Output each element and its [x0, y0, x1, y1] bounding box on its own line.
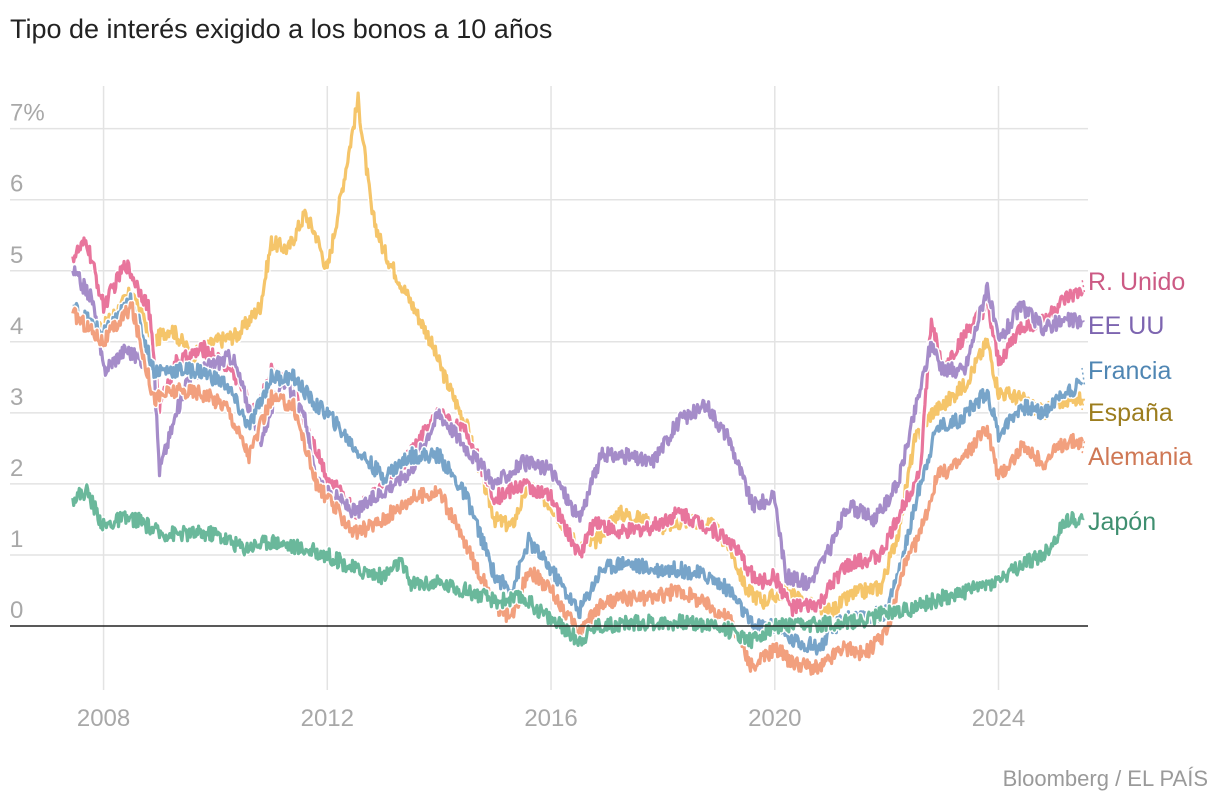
y-axis-ticks: 7% 6 5 4 3 2 1 0: [10, 100, 45, 624]
x-tick-label: 2008: [77, 705, 130, 732]
legend-label-Japón: Japón: [1088, 508, 1156, 536]
source-credit: Bloomberg / EL PAÍS: [1002, 766, 1208, 791]
series-line-EE UU: [71, 265, 1084, 592]
x-tick-label: 2012: [301, 705, 354, 732]
legend-label-R. Unido: R. Unido: [1088, 268, 1185, 296]
legend-connector-R. Unido: [1081, 278, 1086, 293]
y-tick-label: 4: [10, 313, 23, 340]
y-tick-label: 2: [10, 455, 23, 482]
y-tick-label: 6: [10, 171, 23, 198]
y-tick-label: 5: [10, 242, 23, 269]
legend-label-Alemania: Alemania: [1088, 443, 1192, 471]
legend-connector-España: [1081, 398, 1086, 411]
series-lines: [10, 90, 1088, 678]
legend-connector-Alemania: [1081, 441, 1086, 455]
legend: España R. Unido EE UU Francia Alemania Japón: [1081, 268, 1192, 536]
x-tick-label: 2020: [748, 705, 801, 732]
series-line-R. Unido: [71, 236, 1084, 618]
chart-title: Tipo de interés exigido a los bonos a 10…: [10, 14, 553, 44]
y-tick-label: 0: [10, 597, 23, 624]
x-tick-label: 2016: [524, 705, 577, 732]
legend-label-España: España: [1088, 399, 1173, 427]
y-tick-label: 1: [10, 526, 23, 553]
x-axis-ticks: 2008 2012 2016 2020 2024: [77, 705, 1025, 732]
legend-connector-EE UU: [1081, 319, 1085, 324]
series-line-Francia: [72, 292, 1084, 656]
y-tick-label: 3: [10, 384, 23, 411]
series-line-Alemania: [71, 301, 1084, 676]
series-halo-R. Unido: [69, 235, 1086, 619]
x-tick-label: 2024: [972, 705, 1025, 732]
legend-label-EE UU: EE UU: [1088, 312, 1164, 340]
legend-label-Francia: Francia: [1088, 357, 1171, 385]
y-tick-label: 7%: [10, 100, 45, 127]
series-line-Japón: [71, 483, 1084, 650]
